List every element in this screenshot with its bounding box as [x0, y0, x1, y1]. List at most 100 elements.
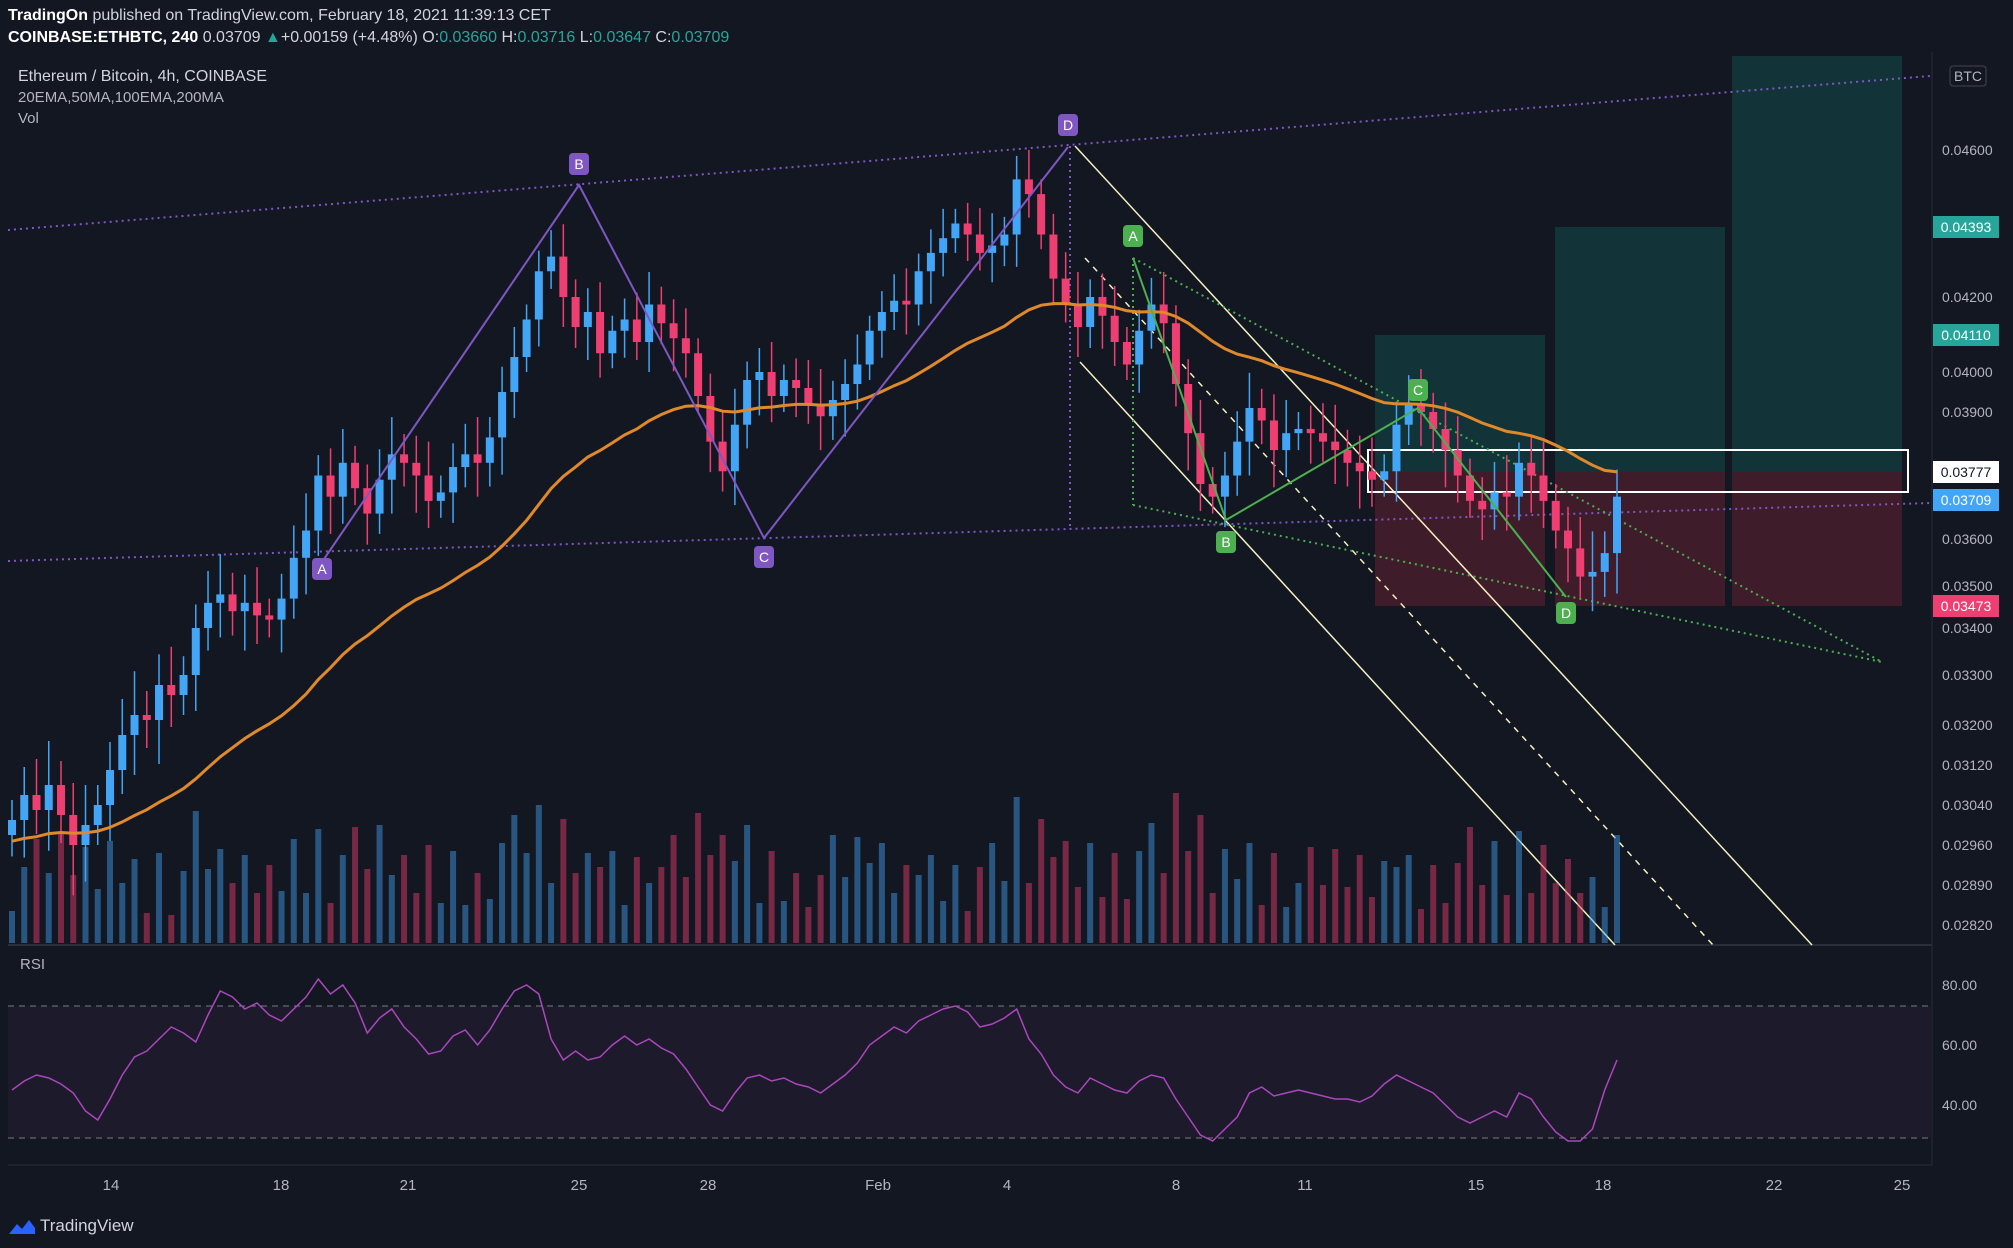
- volume-bar: [1087, 843, 1094, 943]
- volume-bar: [1025, 883, 1032, 943]
- volume-bar: [486, 899, 493, 943]
- volume-bar: [156, 853, 163, 943]
- target-box-3: [1732, 56, 1902, 472]
- candle-body: [338, 462, 347, 497]
- volume-bar: [303, 893, 310, 943]
- price-chart[interactable]: A B C D A B C D 0.046000.042000.040000.0…: [0, 0, 2013, 1202]
- volume-bar: [499, 843, 506, 943]
- volume-bar: [450, 851, 457, 943]
- volume-bar: [1234, 879, 1241, 943]
- candle-body: [865, 330, 874, 365]
- time-tick: 21: [400, 1177, 417, 1194]
- volume-bar: [1405, 855, 1412, 943]
- lower-trendline: [7, 502, 1931, 562]
- volume-bar: [1136, 851, 1143, 943]
- volume-bar: [241, 855, 248, 943]
- symbol[interactable]: COINBASE:ETHBTC, 240: [8, 29, 199, 46]
- volume-bar: [633, 857, 640, 943]
- indicator-list[interactable]: 20EMA,50MA,100EMA,200MA: [18, 89, 224, 106]
- price-tick: 0.04000: [1942, 364, 1993, 380]
- candle-body: [179, 675, 188, 695]
- wedge-lower: [1132, 504, 1883, 663]
- candle-body: [473, 454, 482, 463]
- volume-bar: [1368, 897, 1375, 943]
- candle-body: [216, 594, 225, 603]
- volume-bar: [1552, 883, 1559, 943]
- volume-bar: [437, 903, 444, 943]
- close-label: C:: [655, 29, 672, 46]
- volume-bar: [1528, 893, 1535, 943]
- candle-body: [253, 602, 262, 616]
- candle-body: [1257, 408, 1266, 421]
- volume-bar: [1319, 885, 1326, 943]
- volume-bar: [82, 847, 89, 943]
- volume-bar: [327, 903, 334, 943]
- rsi-tick: 40.00: [1942, 1097, 1977, 1113]
- volume-bar: [670, 835, 677, 943]
- candle-body: [106, 770, 115, 805]
- volume-bar: [1466, 827, 1473, 943]
- volume-bar: [1577, 893, 1584, 943]
- rsi-label[interactable]: RSI: [20, 956, 46, 973]
- volume-bar: [1442, 903, 1449, 943]
- volume-bar: [891, 893, 898, 943]
- candle-body: [804, 388, 813, 404]
- candle-body: [1502, 492, 1511, 497]
- volume-bar: [1393, 867, 1400, 943]
- candle-body: [57, 785, 66, 815]
- volume-bar: [1601, 907, 1608, 943]
- purple-pattern-lines: [321, 146, 1069, 563]
- volume-bar: [168, 915, 175, 943]
- tradingview-logo-icon: [9, 1220, 35, 1234]
- candle-body: [1588, 571, 1597, 577]
- volume-bar: [927, 855, 934, 943]
- volume-bar: [535, 805, 542, 943]
- volume-bar: [829, 835, 836, 943]
- candle-body: [1478, 500, 1487, 510]
- candle-body: [706, 396, 715, 442]
- volume-bar: [413, 893, 420, 943]
- volume-bar: [462, 905, 469, 943]
- price-tick: 0.03040: [1942, 797, 1993, 813]
- candle-body: [142, 715, 151, 720]
- time-tick: 18: [1595, 1177, 1612, 1194]
- volume-bar: [1062, 841, 1069, 943]
- volume-bar: [1172, 793, 1179, 943]
- volume-bar: [1614, 835, 1620, 943]
- volume-series: [9, 793, 1620, 943]
- entry-zone: [1367, 449, 1909, 493]
- candle-body: [1086, 297, 1095, 327]
- price-tick: 0.02960: [1942, 837, 1993, 853]
- candle-body: [1306, 428, 1315, 434]
- stop-box-2: [1555, 472, 1725, 606]
- volume-bar: [584, 853, 591, 943]
- volume-bar: [70, 875, 77, 943]
- volume-bar: [1515, 831, 1522, 943]
- candle-body: [620, 319, 629, 331]
- candle-body: [1576, 548, 1585, 577]
- brand-name[interactable]: TradingView: [40, 1216, 134, 1235]
- volume-bar: [339, 855, 346, 943]
- candle-body: [375, 479, 384, 514]
- volume-bar: [842, 877, 849, 943]
- volume-bar: [290, 839, 297, 943]
- volume-bar: [205, 869, 212, 943]
- volume-label[interactable]: Vol: [18, 110, 39, 127]
- candle-body: [1392, 424, 1401, 472]
- candle-body: [926, 252, 935, 272]
- candle-body: [1012, 179, 1021, 235]
- candle-body: [387, 454, 396, 480]
- badge-b: B: [1221, 534, 1230, 550]
- volume-bar: [1540, 845, 1547, 943]
- candle-body: [534, 271, 543, 320]
- volume-bar: [878, 843, 885, 943]
- candle-body: [363, 488, 372, 514]
- chart-title[interactable]: Ethereum / Bitcoin, 4h, COINBASE: [18, 68, 267, 85]
- volume-bar: [1295, 883, 1302, 943]
- candle-body: [485, 437, 494, 463]
- candle-body: [608, 330, 617, 354]
- publisher[interactable]: TradingOn: [8, 7, 88, 24]
- candle-body: [853, 364, 862, 384]
- candle-body: [1122, 342, 1131, 365]
- volume-bar: [793, 873, 800, 943]
